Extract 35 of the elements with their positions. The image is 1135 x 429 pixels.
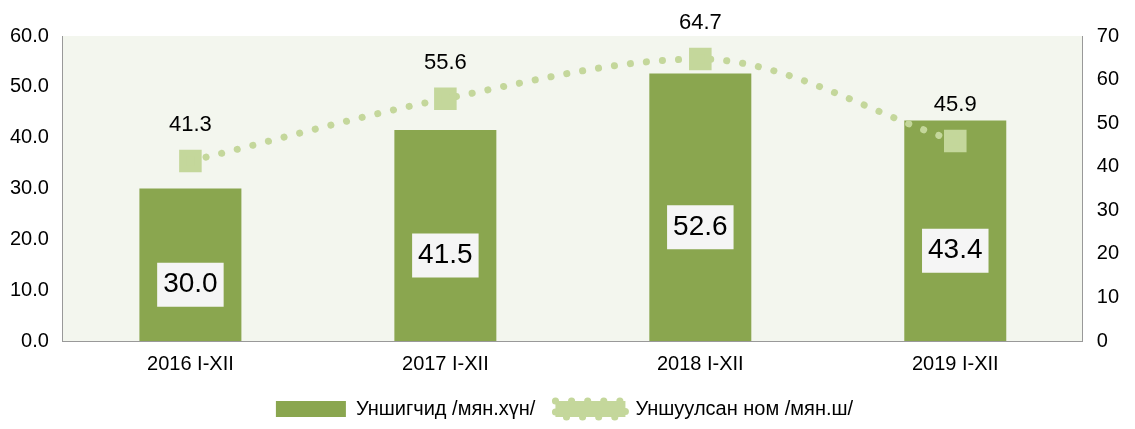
y2-tick-label: 20	[1096, 241, 1119, 264]
data-label: 41.3	[168, 111, 212, 137]
data-label: 64.7	[678, 9, 722, 35]
y-tick-label: 60.0	[9, 23, 49, 46]
x-tick-label: 2018 I-XII	[656, 351, 744, 374]
y-tick-label: 20.0	[9, 226, 49, 249]
bar	[394, 130, 497, 341]
data-label: 45.9	[933, 91, 977, 117]
x-tick-label: 2017 I-XII	[402, 351, 489, 374]
point	[434, 87, 457, 111]
data-label: 43.4	[928, 233, 983, 265]
point	[689, 47, 712, 71]
data-label: 41.5	[418, 238, 473, 270]
point	[179, 149, 202, 173]
y-tick-label: 30.0	[9, 176, 49, 199]
y-tick-label: 0.0	[21, 328, 49, 351]
x-tick-label: 2016 I-XII	[147, 351, 234, 374]
legend-label: Уншигчид /мян.хүн/	[355, 396, 536, 419]
y2-tick-label: 70	[1096, 23, 1119, 46]
x-tick-label: 2019 I-XII	[911, 351, 999, 374]
y2-tick-label: 0	[1096, 328, 1108, 351]
data-label: 52.6	[673, 210, 728, 242]
y-tick-label: 40.0	[9, 125, 49, 148]
data-label: 55.6	[423, 48, 467, 74]
y2-tick-label: 10	[1096, 284, 1119, 307]
bar	[649, 73, 752, 341]
data-label: 30.0	[163, 267, 218, 299]
point	[944, 129, 967, 153]
legend-label: Уншуулсан ном /мян.ш/	[635, 396, 854, 419]
y2-tick-label: 30	[1096, 197, 1119, 220]
y2-tick-label: 60	[1096, 67, 1119, 90]
y-tick-label: 50.0	[9, 74, 49, 97]
y-tick-label: 10.0	[9, 277, 49, 300]
y2-tick-label: 50	[1096, 110, 1119, 133]
y2-tick-label: 40	[1096, 154, 1119, 177]
